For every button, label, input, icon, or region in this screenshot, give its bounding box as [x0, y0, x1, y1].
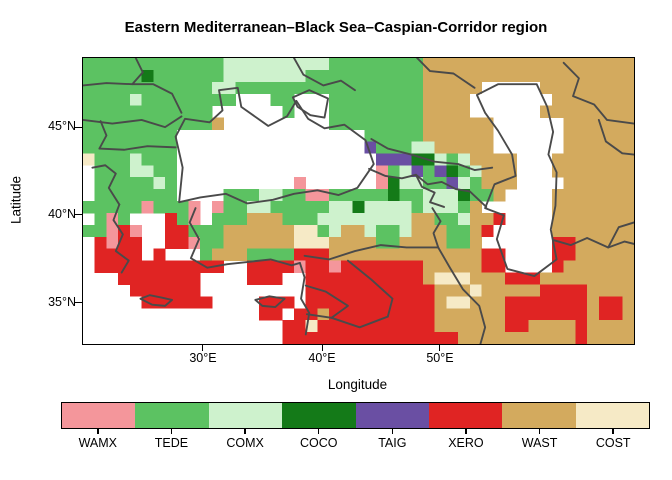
- legend-segment-wast: [502, 403, 576, 428]
- x-axis-tick-label: 40°E: [308, 351, 336, 365]
- legend-tick: [612, 429, 614, 434]
- y-axis-tick: [75, 214, 82, 216]
- figure-title: Eastern Mediterranean–Black Sea–Caspian-…: [124, 19, 548, 36]
- legend-segment-cost: [575, 403, 649, 428]
- map-cells: [83, 58, 634, 344]
- legend-label-taig: TAIG: [378, 436, 407, 450]
- legend-label-cost: COST: [595, 436, 631, 450]
- legend-bar: [61, 402, 650, 429]
- legend-label-wamx: WAMX: [78, 436, 118, 450]
- legend-segment-taig: [355, 403, 429, 428]
- legend-label-coco: COCO: [299, 436, 338, 450]
- legend-segment-xero: [428, 403, 503, 428]
- x-axis-tick-label: 30°E: [189, 351, 217, 365]
- legend-label-comx: COMX: [226, 436, 264, 450]
- legend-label-tede: TEDE: [154, 436, 189, 450]
- y-axis-tick-label: 45°N: [48, 119, 76, 133]
- map-plot: [82, 57, 635, 345]
- legend-segment-coco: [282, 403, 356, 428]
- legend-tick: [244, 429, 246, 434]
- x-axis-tick-label: 50°E: [426, 351, 454, 365]
- x-axis-tick: [439, 344, 441, 351]
- legend-tick: [170, 429, 173, 434]
- y-axis-tick: [75, 302, 82, 304]
- legend-tick: [465, 429, 467, 434]
- legend-segment-tede: [135, 403, 209, 428]
- x-axis-tick: [321, 344, 323, 351]
- map-raster: [83, 58, 634, 344]
- legend-tick: [538, 429, 541, 434]
- y-axis-tick: [75, 126, 82, 128]
- y-axis-label: Latitude: [8, 175, 24, 225]
- legend-label-xero: XERO: [448, 436, 484, 450]
- legend-tick: [391, 429, 394, 434]
- x-axis-tick: [202, 344, 204, 351]
- legend-segment-comx: [208, 403, 283, 428]
- x-axis-label: Longitude: [327, 377, 388, 392]
- legend-segment-wamx: [62, 403, 136, 428]
- legend-tick: [97, 429, 99, 434]
- legend-label-wast: WAST: [521, 436, 558, 450]
- country-borders: [83, 58, 634, 344]
- y-axis-tick-label: 35°N: [48, 294, 76, 309]
- y-axis-tick-label: 40°N: [48, 206, 76, 221]
- legend-tick: [317, 429, 320, 434]
